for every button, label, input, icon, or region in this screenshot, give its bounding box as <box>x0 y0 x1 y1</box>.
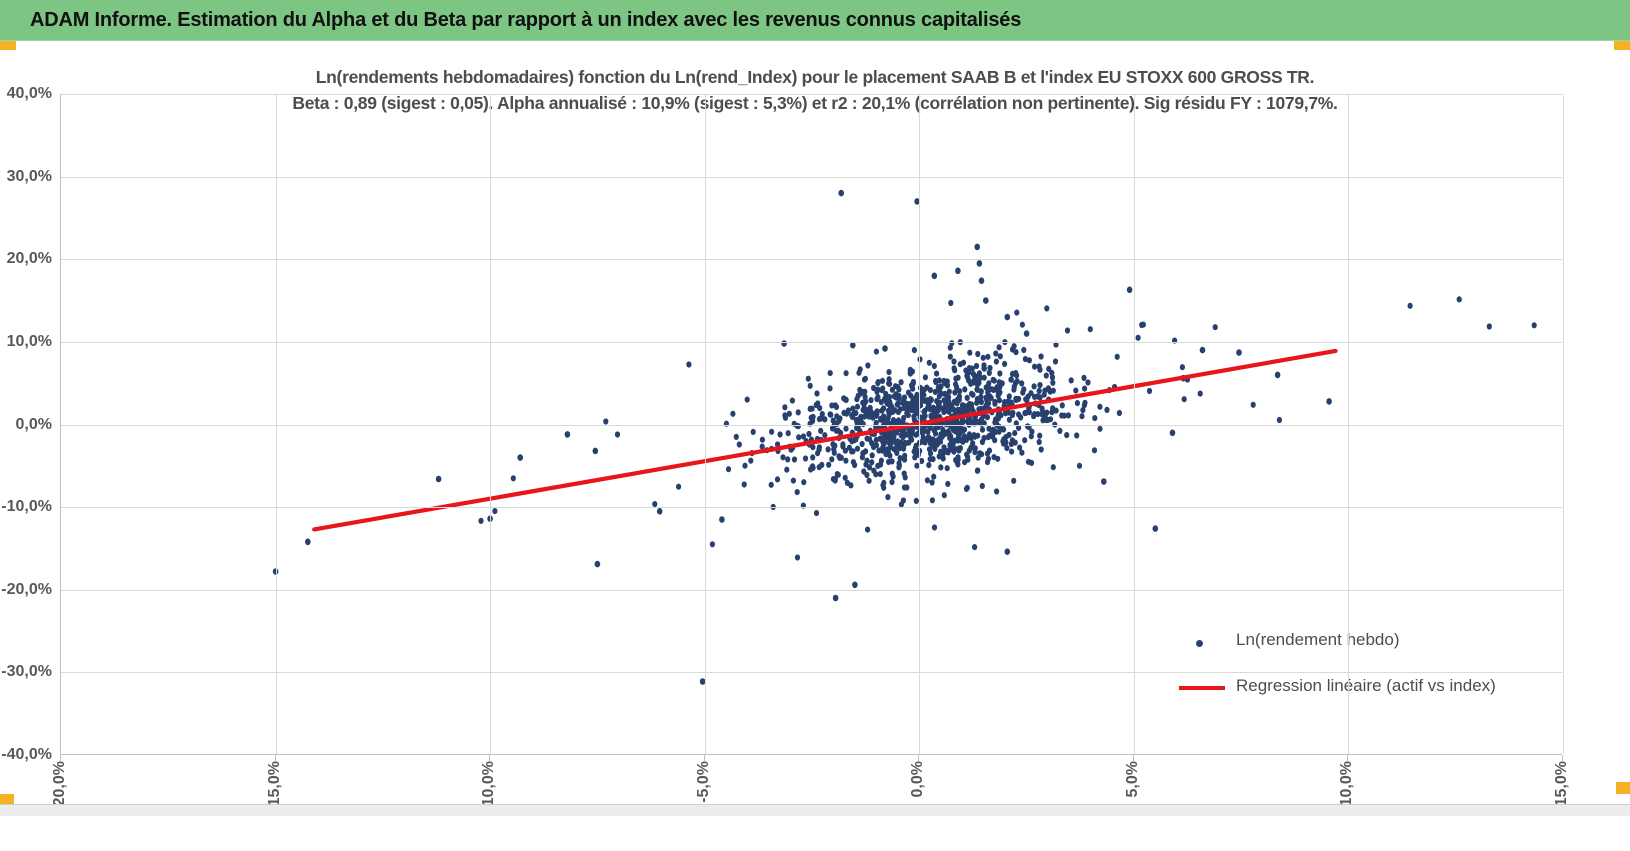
y-axis-tick-label: -40,0% <box>1 746 52 763</box>
x-axis-tick <box>274 755 276 761</box>
y-axis-tick-label: -20,0% <box>1 580 52 598</box>
scatter-point <box>699 678 706 685</box>
scatter-point <box>976 260 983 267</box>
x-axis-tick-label: 5,0% <box>1123 761 1141 798</box>
accent-bar-left <box>0 41 16 50</box>
scatter-point <box>1326 398 1332 405</box>
scatter-point <box>305 538 311 546</box>
y-axis-labels: 40,0% 30,0% 20,0% 10,0% 0,0% -10,0% -20,0% -30,… <box>0 85 52 763</box>
scatter-point <box>781 340 787 347</box>
scatter-point <box>974 243 980 251</box>
legend-marker-scatter <box>1196 640 1203 647</box>
y-axis-tick-label: 40,0% <box>6 85 52 102</box>
legend-label-scatter: Ln(rendement hebdo) <box>1236 630 1400 649</box>
gridline-vertical <box>1133 94 1135 754</box>
scatter-point <box>852 581 858 589</box>
gridline-horizontal <box>61 424 1562 426</box>
scatter-chart: Ln(rendements hebdomadaires) fonction du… <box>0 50 1630 812</box>
scatter-point <box>914 198 920 205</box>
regression-line <box>312 348 1338 532</box>
chart-title: Ln(rendements hebdomadaires) fonction du… <box>0 64 1630 116</box>
x-axis-labels: -20,0% -15,0% -10,0% -5,0% 0,0% 5,0% 10,0% 15,0… <box>51 755 1570 851</box>
x-axis-tick-label: -5,0% <box>694 761 712 803</box>
accent-bar-right <box>1614 41 1630 50</box>
x-axis-tick <box>918 755 920 761</box>
x-axis-tick <box>489 755 491 761</box>
scatter-point <box>978 277 985 284</box>
page-title: ADAM Informe. Estimation du Alpha et du … <box>30 9 1022 31</box>
gridline-horizontal <box>61 341 1562 343</box>
gridline-horizontal <box>61 507 1562 509</box>
scatter-point <box>1152 525 1159 532</box>
scatter-point <box>1236 349 1242 356</box>
scatter-point <box>1004 313 1011 321</box>
x-axis-tick-label: 15,0% <box>1553 761 1570 807</box>
scatter-point <box>1274 371 1281 379</box>
scatter-point <box>1169 429 1176 437</box>
scatter-point <box>1004 548 1011 555</box>
gridline-horizontal <box>61 672 1562 674</box>
scatter-point <box>594 560 601 568</box>
footer-band <box>0 804 1630 816</box>
plot-top-border <box>61 94 1562 95</box>
scatter-point <box>832 594 839 602</box>
legend-label-regression: Regression linéaire (actif vs index) <box>1236 676 1496 695</box>
x-axis-tick <box>60 755 61 761</box>
scatter-point <box>882 345 888 352</box>
scatter-point <box>1023 330 1030 337</box>
gridline-horizontal <box>61 589 1562 591</box>
legend-marker-regression <box>1179 686 1225 690</box>
gridline-horizontal <box>61 176 1562 178</box>
scatter-point <box>983 297 989 304</box>
scatter-point <box>850 341 856 349</box>
accent-bar-bottom-right <box>1616 782 1630 794</box>
scatter-point <box>719 516 725 523</box>
scatter-point <box>487 515 493 522</box>
scatter-point <box>592 447 599 455</box>
x-axis-tick-label: 0,0% <box>909 761 927 798</box>
data-layer <box>272 189 1537 685</box>
scatter-point <box>1047 388 1053 395</box>
gridline-vertical <box>704 94 706 754</box>
scatter-point <box>1126 286 1133 294</box>
x-axis-tick <box>1347 755 1349 761</box>
header-banner: ADAM Informe. Estimation du Alpha et du … <box>0 0 1630 41</box>
y-axis-tick-label: 20,0% <box>6 250 52 268</box>
x-axis-tick <box>1132 755 1134 761</box>
scatter-points <box>272 189 1537 685</box>
gridline-vertical <box>490 94 492 754</box>
scatter-point <box>1199 346 1206 354</box>
scatter-point <box>955 267 961 275</box>
accent-bar-bottom-left <box>0 794 14 806</box>
y-axis-tick-label: -30,0% <box>1 663 52 681</box>
y-axis-tick-label: 10,0% <box>6 332 52 350</box>
scatter-point <box>838 189 844 197</box>
x-axis-tick <box>1562 755 1563 761</box>
scatter-point <box>564 431 571 438</box>
gridline-vertical <box>1563 94 1564 754</box>
chart-title-line1: Ln(rendements hebdomadaires) fonction du… <box>315 67 1315 87</box>
scatter-point <box>517 454 523 461</box>
scatter-point <box>435 475 442 483</box>
scatter-point <box>656 508 663 515</box>
gridline-vertical <box>1348 94 1350 754</box>
y-axis-tick-label: -10,0% <box>1 498 52 516</box>
gridline-vertical <box>919 94 921 754</box>
scatter-point <box>1101 478 1107 485</box>
x-axis-tick-label: 10,0% <box>1338 761 1356 807</box>
scatter-point <box>931 272 938 280</box>
x-axis-tick <box>703 755 705 761</box>
chart-page: ADAM Informe. Estimation du Alpha et du … <box>0 0 1630 816</box>
y-axis-tick-label: 30,0% <box>6 167 52 185</box>
chart-title-line2: Beta : 0,89 (sigest : 0,05). Alpha annua… <box>292 93 1338 113</box>
plot-area: Ln(rendement hebdo) Regression linéaire … <box>60 94 1564 755</box>
gridline-vertical <box>275 94 277 754</box>
gridline-horizontal <box>61 259 1562 261</box>
y-axis-tick-label: 0,0% <box>15 415 52 433</box>
